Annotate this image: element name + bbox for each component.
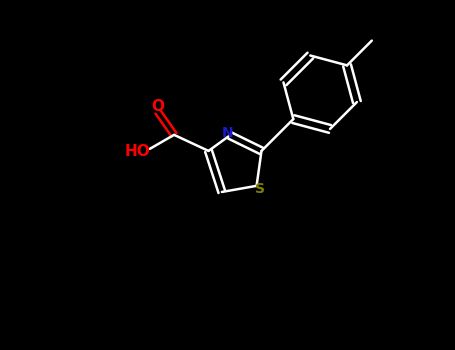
Text: HO: HO (125, 144, 151, 159)
Text: O: O (152, 99, 165, 114)
Text: S: S (255, 182, 264, 196)
Text: N: N (222, 126, 233, 140)
